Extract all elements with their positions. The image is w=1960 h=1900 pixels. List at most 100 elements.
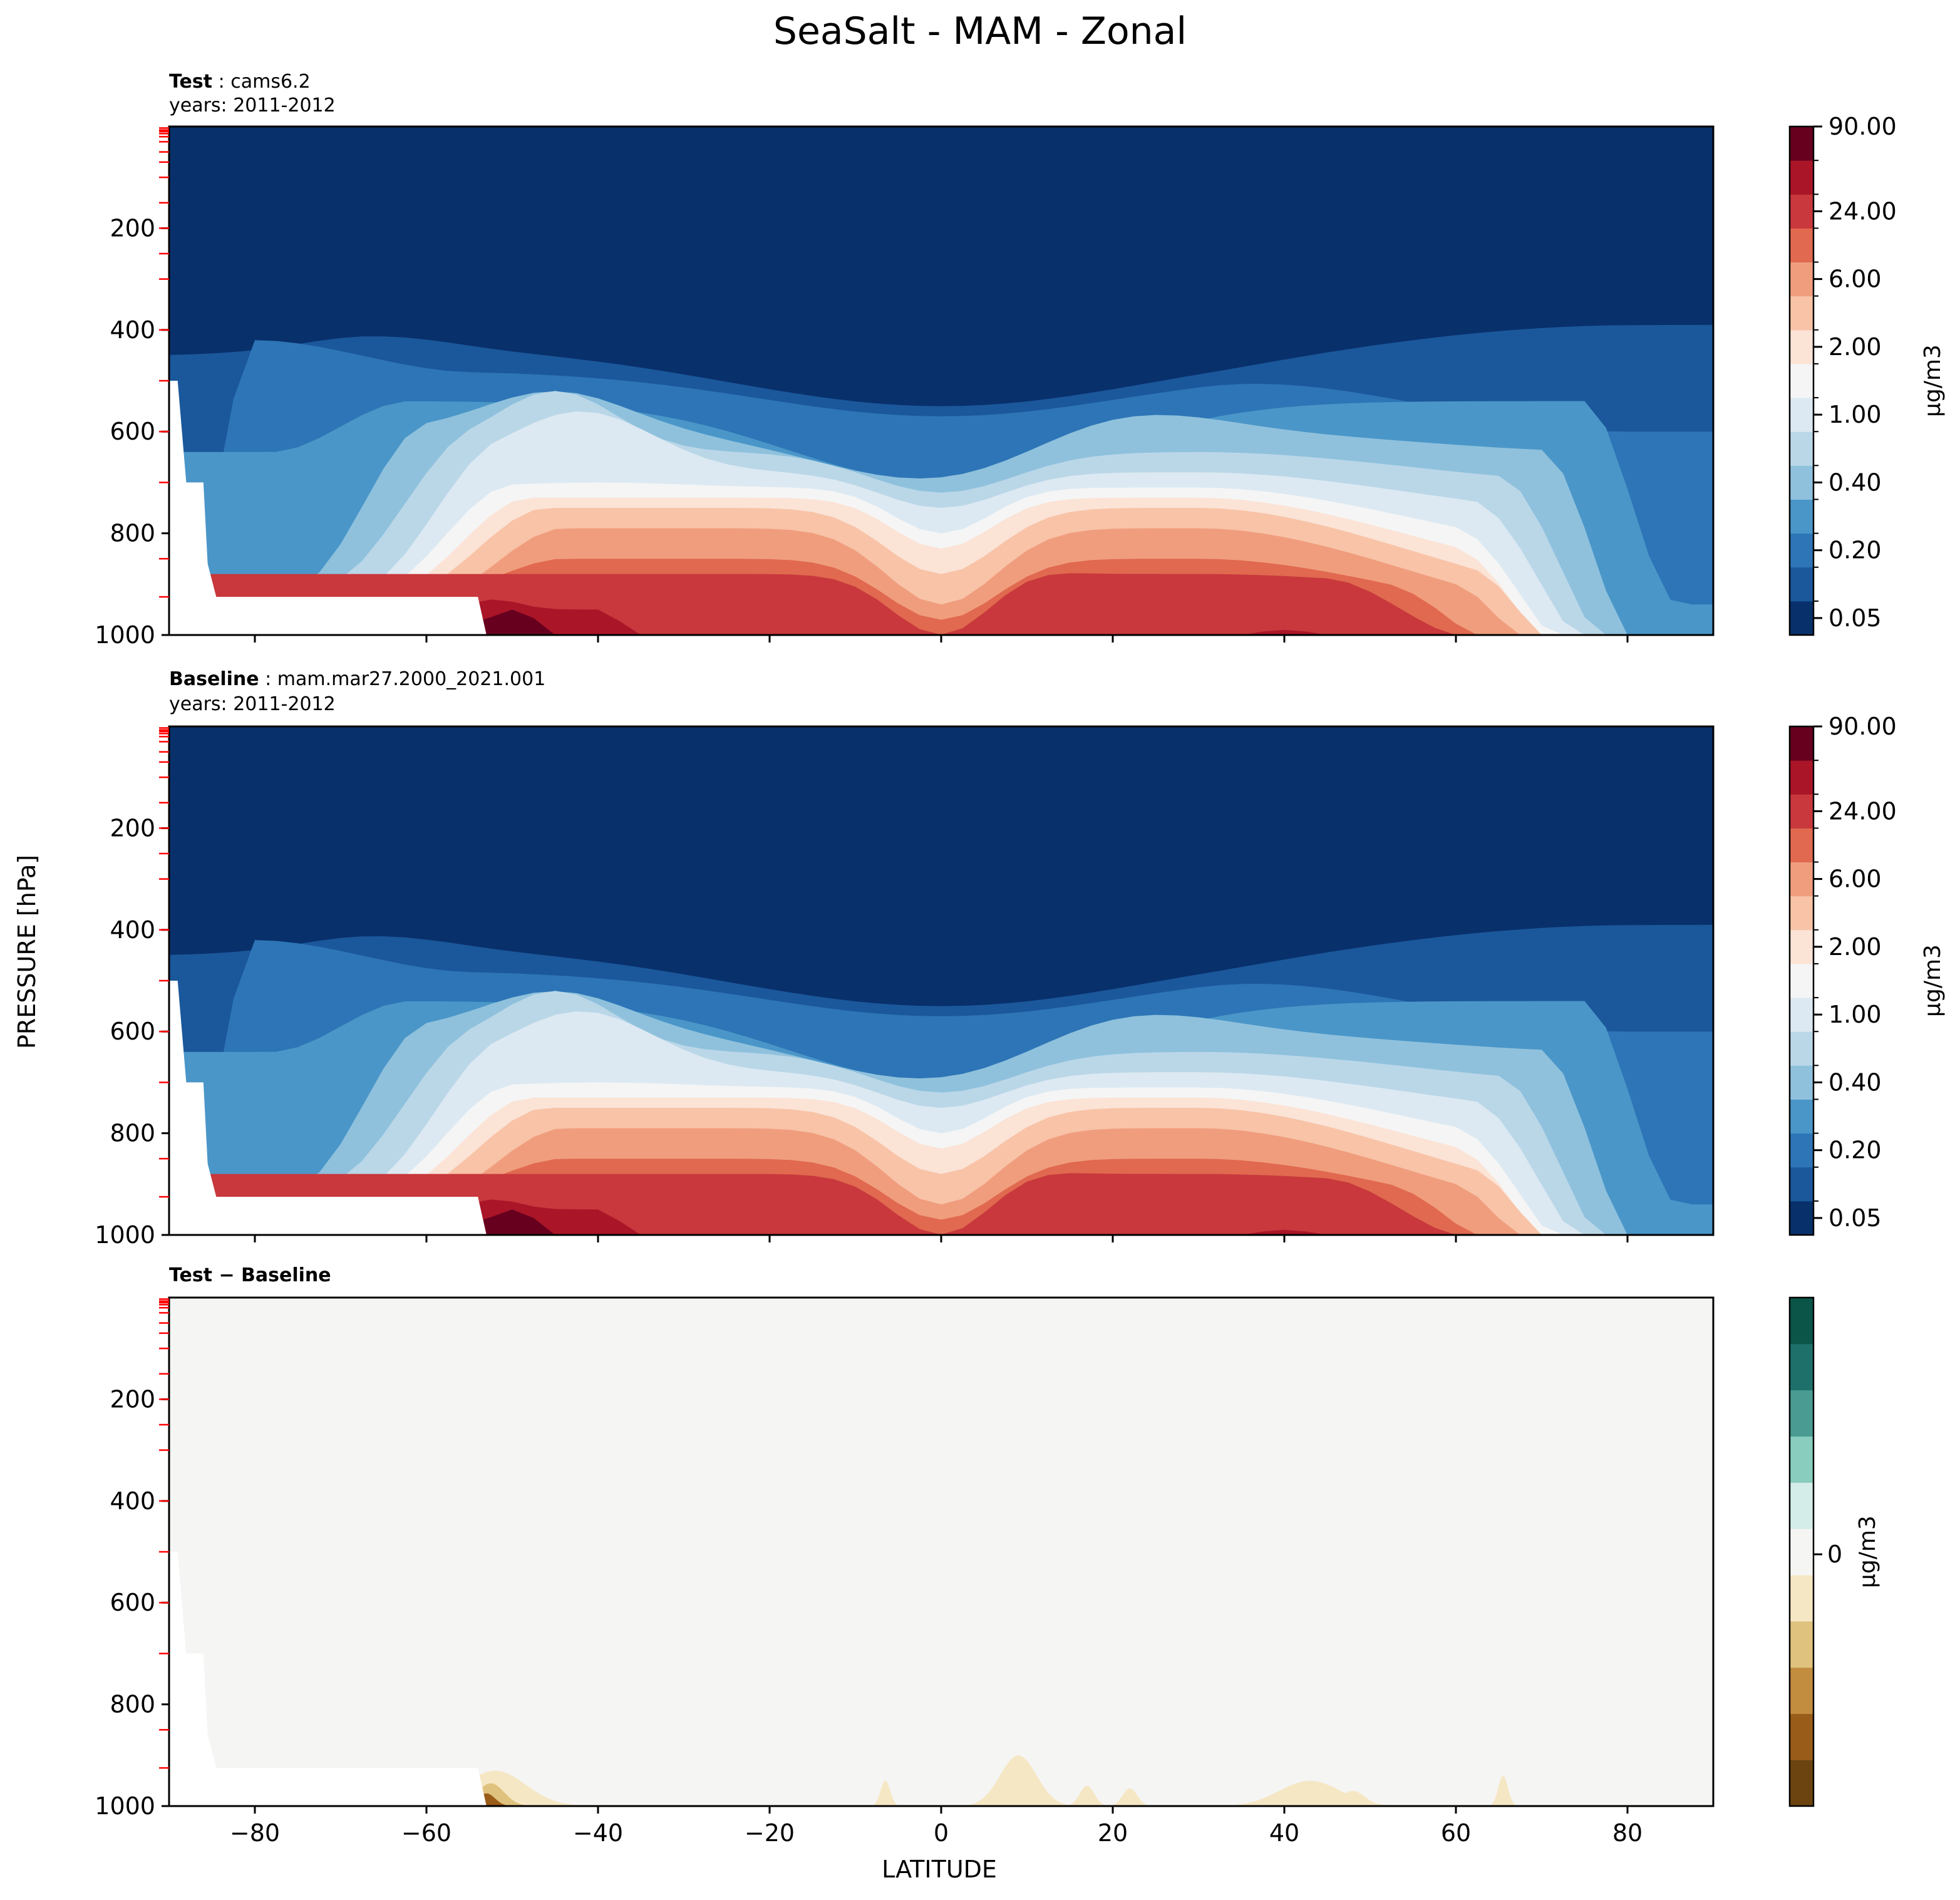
- panel-difference-anomaly-8: [865, 1780, 905, 1806]
- panel-test-colorbar-swatch-10: [1790, 262, 1813, 297]
- panel-difference-colorbar-frame: [1788, 1296, 1815, 1807]
- panel-difference-colorbar-swatch-0: [1790, 1760, 1813, 1807]
- panel-test-colorbar-swatch-5: [1790, 431, 1813, 466]
- panel-difference-anomaly-9: [1482, 1775, 1523, 1806]
- panel-test-colorbar-tick-label-2: 6.00: [1828, 266, 1882, 293]
- panel-test-colorbar-swatch-12: [1790, 194, 1813, 229]
- panel-test-colorbar-swatch-14: [1790, 126, 1813, 161]
- panel-baseline-colorbar-swatch-2: [1790, 1133, 1813, 1168]
- shared-y-axis-label: PRESSURE [hPa]: [13, 855, 41, 1049]
- panel-difference-x-tick-label-5: 20: [1098, 1819, 1128, 1847]
- panel-baseline-colorbar-swatch-12: [1790, 794, 1813, 829]
- panel-baseline-colorbar-swatch-10: [1790, 862, 1813, 897]
- panel-difference-y-tick-label-3: 800: [110, 1691, 155, 1718]
- panel-baseline-colorbar-tick-label-1: 24.00: [1828, 797, 1897, 825]
- panel-test-colorbar-tick-label-3: 2.00: [1828, 333, 1882, 361]
- panel-test-colorbar-swatch-3: [1790, 499, 1813, 534]
- panel-difference-anomaly-6: [1056, 1785, 1118, 1806]
- panel-baseline-label-bold: Baseline: [169, 668, 259, 690]
- panel-test-colorbar-tick-label-0: 90.00: [1828, 113, 1897, 140]
- panel-baseline-years: years: 2011-2012: [169, 693, 336, 715]
- panel-baseline-colorbar-frame: [1788, 725, 1815, 1236]
- panel-difference-anomaly-5: [1301, 1790, 1402, 1806]
- panel-difference-colorbar-swatch-1: [1790, 1713, 1813, 1760]
- panel-test: Test : cams6.2 years: 2011-2012 200 400 60…: [95, 71, 1946, 649]
- panel-difference-colorbar-swatch-8: [1790, 1390, 1813, 1437]
- panel-test-label-rest: : cams6.2: [219, 71, 311, 93]
- panel-test-colorbar-swatch-1: [1790, 567, 1813, 602]
- panel-baseline-colorbar-tick-label-0: 90.00: [1828, 713, 1897, 740]
- figure-title: SeaSalt - MAM - Zonal: [773, 9, 1187, 53]
- panel-difference-anomaly-2: [450, 1793, 521, 1806]
- panel-difference-colorbar-swatch-3: [1790, 1621, 1813, 1668]
- panel-difference-colorbar: 0: [1788, 1296, 1842, 1807]
- panel-baseline-colorbar-tick-label-6: 0.20: [1828, 1137, 1882, 1164]
- panel-baseline-colorbar-swatch-6: [1790, 998, 1813, 1032]
- panel-baseline-label-rest: : mam.mar27.2000_2021.001: [265, 668, 545, 690]
- panel-difference-y-ticks: 200 400 600 800 1000: [95, 1385, 169, 1820]
- panel-difference-mask: [169, 1552, 487, 1806]
- panel-baseline-y-tick-label-2: 600: [110, 1018, 155, 1045]
- panel-difference-colorbar-swatch-2: [1790, 1667, 1813, 1714]
- panel-baseline-colorbar-tick-label-4: 1.00: [1828, 1001, 1882, 1028]
- panel-difference-anomaly-4: [1181, 1780, 1432, 1806]
- panel-test-level-ticks: [159, 127, 169, 598]
- panel-difference-colorbar-swatch-9: [1790, 1343, 1813, 1391]
- panel-difference-heading: Test − Baseline: [169, 1264, 331, 1286]
- panel-difference-y-tick-label-4: 1000: [95, 1792, 155, 1820]
- panel-baseline-contours: [169, 726, 1713, 1235]
- panel-difference-y-tick-label-2: 600: [110, 1589, 155, 1616]
- panel-difference-colorbar-label: μg/m3: [1855, 1515, 1880, 1588]
- panel-test-colorbar-tick-label-4: 1.00: [1828, 401, 1882, 428]
- panel-baseline-colorbar-tick-label-5: 0.40: [1828, 1068, 1882, 1096]
- panel-difference-x-tick-label-4: 0: [934, 1819, 949, 1847]
- panel-difference-x-tick-label-6: 40: [1269, 1819, 1299, 1847]
- panel-baseline-colorbar-swatch-13: [1790, 760, 1813, 795]
- panel-difference-y-tick-label-1: 400: [110, 1487, 155, 1515]
- panel-baseline-band-13: [169, 1199, 1713, 1235]
- panel-test-colorbar-swatch-13: [1790, 160, 1813, 195]
- panel-test-colorbar-swatch-4: [1790, 465, 1813, 500]
- panel-baseline-colorbar-swatch-3: [1790, 1099, 1813, 1134]
- panel-baseline-colorbar: 90.00 24.00 6.00 2.00 1.00 0.40 0.20 0.05: [1788, 713, 1897, 1236]
- panel-test-y-tick-label-2: 600: [110, 418, 155, 445]
- panel-test-y-tick-label-0: 200: [110, 214, 155, 242]
- panel-baseline-y-tick-label-4: 1000: [95, 1221, 155, 1249]
- panel-baseline-colorbar-swatch-14: [1790, 726, 1813, 761]
- panel-baseline-mask: [169, 981, 487, 1235]
- panel-difference-colorbar-swatch-4: [1790, 1574, 1813, 1622]
- panel-difference-colorbar-swatch-10: [1790, 1298, 1813, 1345]
- panel-test-x-ticks: [254, 635, 1629, 643]
- panel-difference-colorbar-swatch-6: [1790, 1482, 1813, 1529]
- panel-test-colorbar-label: μg/m3: [1920, 344, 1946, 417]
- panel-baseline: Baseline : mam.mar27.2000_2021.001 years…: [95, 668, 1946, 1249]
- panel-baseline-colorbar-swatch-8: [1790, 929, 1813, 964]
- panel-test-y-ticks: 200 400 600 800 1000: [95, 214, 169, 649]
- panel-test-label-bold: Test: [169, 71, 212, 93]
- panel-difference-terrain-mask: [169, 1552, 487, 1806]
- panel-test-y-tick-label-1: 400: [110, 316, 155, 344]
- panel-baseline-y-ticks: 200 400 600 800 1000: [95, 814, 169, 1249]
- panel-difference-x-tick-label-1: −60: [401, 1819, 451, 1847]
- panel-test-years: years: 2011-2012: [169, 95, 336, 116]
- panel-baseline-colorbar-swatch-4: [1790, 1065, 1813, 1100]
- panel-baseline-colorbar-swatch-7: [1790, 963, 1813, 998]
- panel-difference-x-tick-label-0: −80: [230, 1819, 280, 1847]
- panel-test-heading: Test : cams6.2: [169, 71, 311, 93]
- panel-baseline-colorbar-swatch-1: [1790, 1167, 1813, 1202]
- panel-test-contours: [169, 126, 1713, 635]
- panel-difference-level-ticks: [159, 1298, 169, 1769]
- panel-test-colorbar-swatch-0: [1790, 601, 1813, 636]
- panel-baseline-terrain-mask: [169, 981, 487, 1235]
- panel-baseline-colorbar-swatch-0: [1790, 1200, 1813, 1236]
- panel-test-mask: [169, 381, 487, 635]
- panel-baseline-colorbar-tick-label-7: 0.05: [1828, 1204, 1882, 1232]
- panel-baseline-colorbar-swatch-9: [1790, 896, 1813, 931]
- panel-test-y-tick-label-4: 1000: [95, 621, 155, 649]
- panel-difference-x-tick-label-2: −40: [573, 1819, 623, 1847]
- panel-baseline-y-tick-label-3: 800: [110, 1120, 155, 1147]
- panel-baseline-colorbar-tick-label-2: 6.00: [1828, 865, 1882, 893]
- panel-test-colorbar-tick-label-6: 0.20: [1828, 537, 1882, 564]
- panel-difference-y-tick-label-0: 200: [110, 1385, 155, 1413]
